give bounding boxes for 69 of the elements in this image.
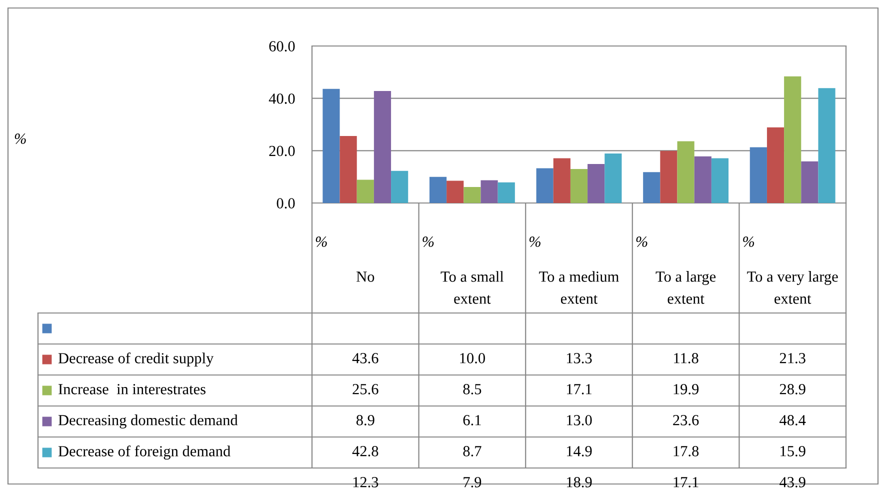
bar: [801, 161, 818, 203]
bar: [694, 156, 712, 203]
data-label: 13.3: [566, 353, 592, 364]
y-tick-label: 60.0: [269, 41, 295, 52]
text: %: [316, 236, 327, 247]
data-label: 43.6: [352, 353, 378, 364]
y-tick-label: 0.0: [276, 198, 295, 209]
bar: [570, 168, 588, 203]
legend-label: Decrease of credit supply: [58, 352, 214, 367]
data-label: 6.1: [463, 415, 481, 426]
legend-label: Increase in interestrates: [58, 384, 206, 394]
x-tick-label: To a small extent: [440, 271, 504, 304]
data-label: 17.8: [674, 446, 699, 456]
bar: [464, 187, 481, 203]
bar: [677, 141, 694, 203]
legend-label: Decreasing domestic demand: [58, 414, 238, 428]
data-label: 10.0: [460, 353, 485, 364]
data-label: 25.6: [352, 384, 378, 394]
data-label: 18.9: [566, 477, 592, 488]
y-tick-label: 40.0: [268, 93, 295, 104]
x-tick-label: To a very large extent: [747, 271, 838, 304]
text: %: [636, 236, 648, 247]
bar: [604, 154, 622, 203]
data-label: 48.4: [780, 415, 806, 426]
bar: [818, 88, 836, 203]
bar: [536, 168, 554, 203]
data-label: 8.9: [356, 415, 374, 426]
bar: [340, 136, 357, 203]
bar: [391, 170, 408, 203]
legend-label: Decrease of foreign demand: [58, 445, 230, 460]
bar: [711, 158, 729, 203]
data-label: 23.6: [673, 415, 699, 426]
data-label: 11.8: [674, 353, 698, 364]
bar: [766, 127, 784, 203]
bar: [446, 180, 464, 203]
data-label: 14.9: [566, 446, 592, 456]
data-label: 15.9: [780, 446, 806, 456]
bar: [750, 147, 767, 203]
data-label: 19.9: [674, 384, 699, 394]
bar: [498, 182, 515, 203]
bar: [588, 164, 605, 203]
data-label: 43.9: [780, 477, 806, 488]
x-tick-label: No: [356, 272, 374, 282]
bar: [660, 150, 678, 203]
bar: [643, 172, 660, 203]
text: %: [14, 134, 26, 144]
bar: [322, 88, 340, 203]
text: %: [529, 236, 540, 247]
data-label: 7.9: [464, 477, 482, 488]
data-label: 17.1: [674, 477, 698, 488]
data-label: 21.3: [780, 353, 806, 364]
text: %: [422, 236, 434, 247]
bar: [480, 180, 498, 203]
data-label: 42.8: [352, 446, 378, 456]
bar: [429, 176, 447, 203]
x-tick-label: To a medium extent: [539, 271, 619, 304]
bar: [356, 180, 374, 203]
bar: [784, 76, 802, 203]
data-label: 8.5: [463, 384, 482, 394]
bar: [553, 158, 570, 203]
data-label: 13.0: [566, 415, 592, 426]
y-tick-label: 20.0: [269, 146, 295, 156]
data-label: 8.7: [463, 446, 482, 456]
data-label: 12.3: [353, 477, 378, 488]
data-label: 17.1: [566, 384, 592, 394]
data-label: 28.9: [780, 384, 806, 394]
text: %: [743, 236, 754, 247]
x-tick-label: To a large extent: [656, 271, 716, 304]
bar: [374, 91, 392, 203]
